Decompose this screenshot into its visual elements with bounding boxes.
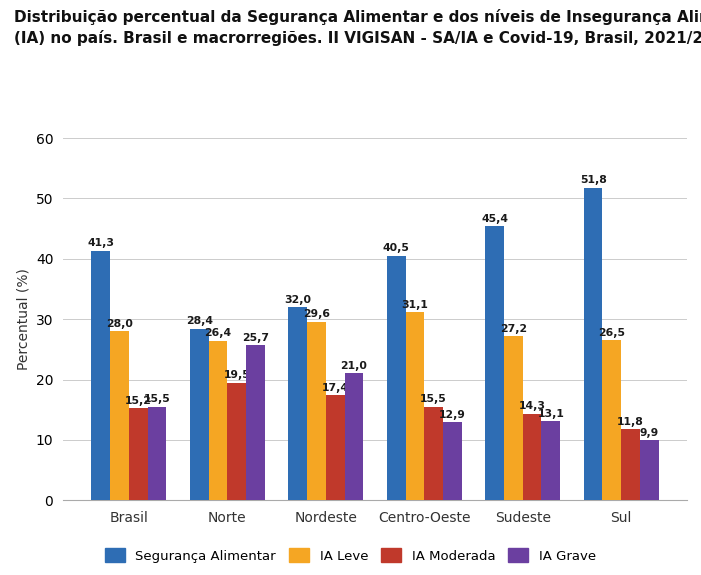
Bar: [246, 345, 265, 500]
Bar: [424, 407, 443, 500]
Bar: [326, 395, 344, 500]
Text: 41,3: 41,3: [88, 239, 114, 248]
Bar: [602, 340, 621, 500]
Text: 40,5: 40,5: [383, 243, 409, 254]
Bar: [541, 421, 560, 500]
Bar: [110, 331, 129, 500]
Bar: [209, 341, 227, 500]
Text: 15,5: 15,5: [420, 394, 447, 404]
Bar: [443, 423, 462, 500]
Text: 15,2: 15,2: [125, 396, 151, 406]
Text: 12,9: 12,9: [439, 410, 465, 420]
Text: 27,2: 27,2: [500, 324, 527, 334]
Bar: [504, 336, 523, 500]
Text: 13,1: 13,1: [538, 409, 564, 419]
Text: 17,4: 17,4: [322, 383, 348, 393]
Text: 14,3: 14,3: [519, 401, 545, 412]
Text: Distribuição percentual da Segurança Alimentar e dos níveis de Insegurança Alime: Distribuição percentual da Segurança Ali…: [14, 9, 701, 46]
Bar: [129, 408, 148, 500]
Text: 31,1: 31,1: [402, 300, 428, 310]
Text: 28,4: 28,4: [186, 316, 213, 327]
Bar: [584, 187, 602, 500]
Text: 19,5: 19,5: [224, 370, 250, 380]
Bar: [190, 329, 209, 500]
Bar: [387, 256, 406, 500]
Text: 25,7: 25,7: [242, 333, 269, 343]
Text: 28,0: 28,0: [106, 319, 133, 329]
Text: 9,9: 9,9: [639, 428, 659, 438]
Bar: [307, 321, 326, 500]
Text: 21,0: 21,0: [341, 361, 367, 371]
Text: 11,8: 11,8: [617, 417, 644, 427]
Legend: Segurança Alimentar, IA Leve, IA Moderada, IA Grave: Segurança Alimentar, IA Leve, IA Moderad…: [105, 549, 596, 563]
Bar: [148, 407, 166, 500]
Text: 51,8: 51,8: [580, 175, 606, 185]
Bar: [344, 374, 363, 500]
Bar: [406, 312, 424, 500]
Bar: [288, 307, 307, 500]
Text: 15,5: 15,5: [144, 394, 170, 404]
Y-axis label: Percentual (%): Percentual (%): [16, 268, 30, 370]
Bar: [640, 440, 659, 500]
Bar: [621, 429, 640, 500]
Bar: [91, 251, 110, 500]
Text: 32,0: 32,0: [284, 294, 311, 305]
Text: 26,4: 26,4: [205, 328, 231, 339]
Text: 26,5: 26,5: [599, 328, 625, 338]
Bar: [227, 382, 246, 500]
Bar: [523, 414, 541, 500]
Text: 45,4: 45,4: [481, 214, 508, 224]
Text: 29,6: 29,6: [303, 309, 330, 319]
Bar: [485, 226, 504, 500]
